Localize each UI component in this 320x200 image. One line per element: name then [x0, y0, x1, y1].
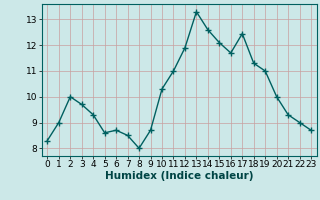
X-axis label: Humidex (Indice chaleur): Humidex (Indice chaleur): [105, 171, 253, 181]
